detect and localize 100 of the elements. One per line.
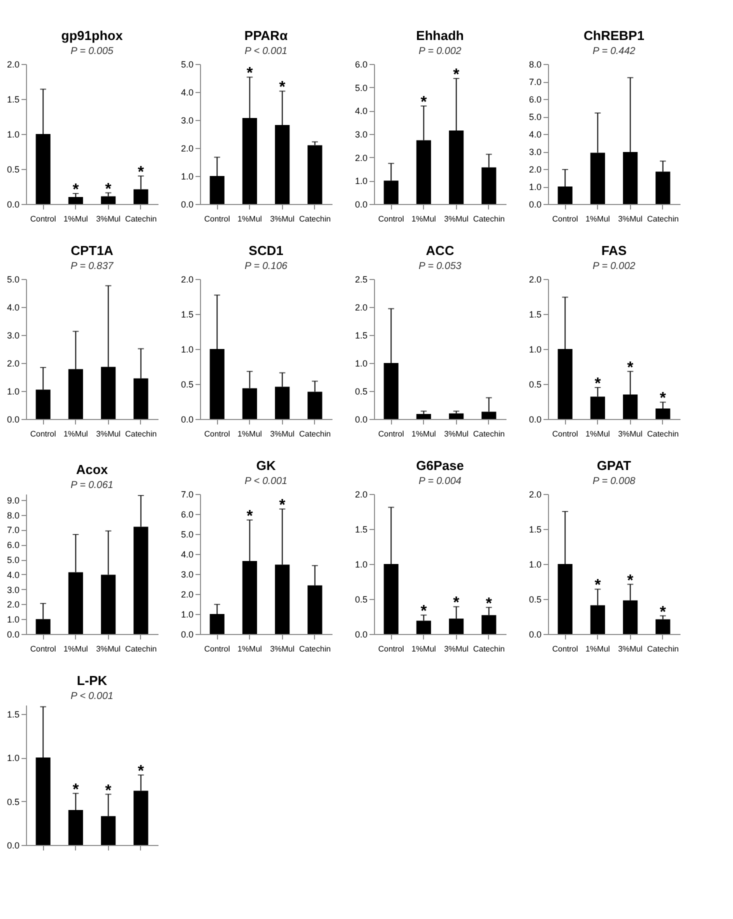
y-tick-label: 2.0 xyxy=(180,144,194,154)
y-tick-label: 0.5 xyxy=(180,380,194,390)
x-tick-label: 1%Mul xyxy=(63,430,88,438)
data-label: * xyxy=(246,65,254,82)
y-tick-label: 6.0 xyxy=(6,540,20,550)
y-tick-label: 3.0 xyxy=(528,147,542,157)
y-tick-label: 1.0 xyxy=(354,560,368,570)
chart-subtitle: P = 0.053 xyxy=(418,261,462,272)
y-tick-label: 1.0 xyxy=(180,610,194,620)
x-tick-label: 1%Mul xyxy=(63,214,88,224)
x-tick-label: Catechin xyxy=(125,644,157,654)
chart-subtitle: P = 0.002 xyxy=(418,46,462,57)
y-tick-label: 1.0 xyxy=(354,358,368,368)
x-tick-label: 1%Mul xyxy=(63,644,88,654)
y-tick-label: 8.0 xyxy=(528,60,542,70)
x-tick-label: Control xyxy=(204,644,230,654)
x-tick-label: Catechin xyxy=(647,430,679,438)
chart-subtitle: P = 0.004 xyxy=(418,476,462,487)
bar xyxy=(656,619,670,634)
y-tick-label: 0.0 xyxy=(180,630,194,640)
y-tick-label: 8.0 xyxy=(6,510,20,520)
chart-title: SCD1 xyxy=(248,243,284,258)
y-tick-label: 0.0 xyxy=(354,630,368,640)
y-tick-label: 2.5 xyxy=(354,274,368,284)
x-tick-label: 1%Mul xyxy=(237,430,262,438)
y-tick-label: 0.0 xyxy=(180,200,194,210)
x-tick-label: 1%Mul xyxy=(411,214,436,224)
y-tick-label: 1.0 xyxy=(354,176,368,186)
y-tick-label: 2.0 xyxy=(6,60,20,70)
y-tick-label: 6.0 xyxy=(180,510,194,520)
data-label: * xyxy=(138,164,145,181)
data-label: * xyxy=(72,781,80,798)
y-tick-label: 4.0 xyxy=(180,88,194,98)
y-tick-label: 5.0 xyxy=(6,555,20,566)
chart-title: GPAT xyxy=(596,458,632,473)
y-tick-label: 7.0 xyxy=(180,490,194,500)
y-tick-label: 7.0 xyxy=(528,77,542,87)
x-tick-label: 3%Mul xyxy=(96,644,121,654)
y-tick-label: 9.0 xyxy=(6,495,20,506)
chart-subtitle: P = 0.061 xyxy=(70,480,114,491)
x-tick-label: Catechin xyxy=(125,214,157,224)
y-tick-label: 1.0 xyxy=(6,614,20,625)
y-tick-label: 2.0 xyxy=(528,490,542,500)
x-tick-label: 3%Mul xyxy=(444,430,469,438)
y-tick-label: 1.0 xyxy=(528,182,542,192)
y-tick-label: 1.5 xyxy=(6,709,20,720)
chart-title: GK xyxy=(256,458,276,473)
data-label: * xyxy=(420,603,428,620)
x-tick-label: Control xyxy=(552,644,578,654)
data-label: * xyxy=(594,577,602,594)
chart-subtitle: P = 0.442 xyxy=(592,46,636,57)
x-tick-label: Control xyxy=(378,430,404,438)
y-tick-label: 2.0 xyxy=(354,152,368,163)
y-tick-label: 0.0 xyxy=(180,414,194,424)
x-tick-label: Catechin xyxy=(647,214,679,224)
x-tick-label: 3%Mul xyxy=(618,644,643,654)
y-tick-label: 1.0 xyxy=(6,130,20,140)
y-tick-label: 5.0 xyxy=(528,112,542,122)
bar xyxy=(308,145,322,204)
data-label: * xyxy=(105,180,112,198)
y-tick-label: 0.0 xyxy=(6,840,20,850)
y-tick-label: 3.0 xyxy=(180,570,194,580)
x-tick-label: 3%Mul xyxy=(270,430,295,438)
y-tick-label: 0.5 xyxy=(528,380,542,390)
data-label: * xyxy=(660,390,667,408)
y-tick-label: 2.0 xyxy=(180,274,194,284)
chart-title: FAS xyxy=(601,243,627,258)
x-tick-label: Control xyxy=(30,214,56,224)
bar xyxy=(68,197,84,204)
y-tick-label: 6.0 xyxy=(528,94,542,104)
y-tick-label: 1.0 xyxy=(528,560,542,570)
x-tick-label: Catechin xyxy=(125,430,157,438)
x-tick-label: 3%Mul xyxy=(96,214,121,224)
data-label: * xyxy=(627,359,634,376)
y-tick-label: 1.0 xyxy=(180,344,194,354)
x-tick-label: Catechin xyxy=(473,430,505,438)
data-label: * xyxy=(420,94,428,111)
chart-subtitle: P < 0.001 xyxy=(70,691,114,702)
y-tick-label: 0.0 xyxy=(6,200,20,210)
x-tick-label: 1%Mul xyxy=(585,430,610,438)
y-tick-label: 5.0 xyxy=(180,60,194,70)
x-tick-label: Catechin xyxy=(299,214,331,224)
y-tick-label: 1.5 xyxy=(354,524,368,534)
x-tick-label: 1%Mul xyxy=(411,644,436,654)
data-label: * xyxy=(72,182,80,198)
y-tick-label: 3.0 xyxy=(6,584,20,595)
x-tick-label: Control xyxy=(552,214,578,224)
x-tick-label: 3%Mul xyxy=(270,644,295,654)
data-label: * xyxy=(453,66,460,84)
chart-title: gp91phox xyxy=(61,28,124,43)
chart-title: Acox xyxy=(76,462,109,477)
data-label: * xyxy=(453,594,460,612)
chart-title: ACC xyxy=(426,243,455,258)
x-tick-label: Control xyxy=(378,644,404,654)
y-tick-label: 3.0 xyxy=(6,330,20,340)
x-tick-label: Control xyxy=(204,430,230,438)
data-label: * xyxy=(594,376,602,392)
x-tick-label: Catechin xyxy=(473,644,505,654)
x-tick-label: Catechin xyxy=(299,430,331,438)
y-tick-label: 0.5 xyxy=(528,594,542,604)
